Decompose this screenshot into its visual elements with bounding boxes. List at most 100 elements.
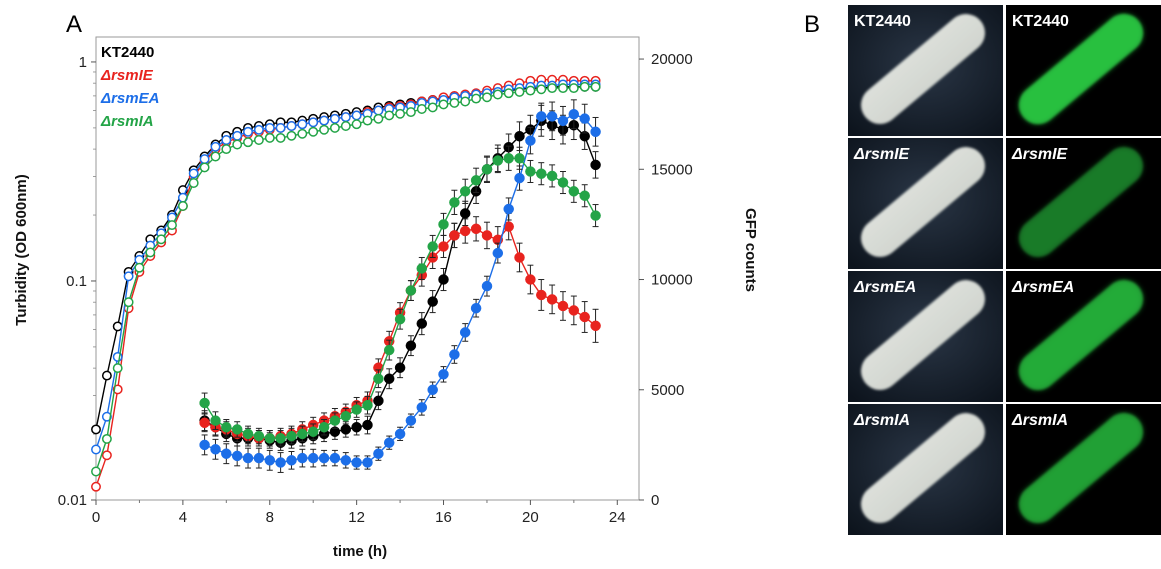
brightfield-tile-delta-rsmia: ΔrsmIA [848, 404, 1003, 535]
turbidity-point [188, 168, 199, 179]
gfp-point [394, 362, 406, 373]
fluorescence-tile-delta-rsmea: ΔrsmEA [1006, 271, 1161, 402]
gfp-point [481, 230, 493, 241]
turbidity-point [123, 297, 134, 308]
gfp-point [438, 219, 449, 230]
y-right-tick-label: 15000 [651, 161, 693, 178]
gfp-point [590, 320, 601, 332]
brightfield-label: KT2440 [854, 13, 911, 30]
gfp-point [329, 415, 341, 426]
legend-entry-rsmia: ΔrsmIA [100, 113, 154, 130]
turbidity-point [156, 234, 167, 245]
x-tick-label: 24 [609, 509, 626, 526]
gfp-series-delta-rsmea [199, 99, 601, 473]
turbidity-point [340, 112, 351, 123]
brightfield-tile-delta-rsmea: ΔrsmEA [848, 271, 1003, 402]
gfp-point [557, 177, 569, 188]
turbidity-point [188, 178, 199, 188]
gfp-point [568, 186, 580, 197]
x-tick-label: 4 [179, 509, 187, 526]
gfp-point [199, 397, 210, 409]
gfp-point [459, 225, 471, 237]
gfp-point [362, 419, 373, 431]
turbidity-point [264, 122, 275, 133]
x-axis: 0 4 8 12 16 20 24 [92, 500, 626, 526]
gfp-point [373, 448, 384, 459]
turbidity-point [329, 122, 340, 133]
turbidity-point [112, 363, 123, 374]
gfp-point [231, 450, 243, 462]
gfp-point [590, 210, 601, 221]
gfp-point [459, 208, 471, 219]
turbidity-point [384, 110, 395, 121]
turbidity-point [112, 384, 123, 395]
turbidity-point [101, 370, 112, 381]
panel-letter-b: B [804, 11, 820, 38]
gfp-point [438, 241, 449, 252]
turbidity-point [438, 99, 449, 110]
gfp-point [481, 280, 493, 292]
gfp-point [590, 126, 601, 138]
gfp-point [286, 455, 297, 466]
legend: KT2440 ΔrsmIE ΔrsmEA ΔrsmIA [100, 44, 159, 130]
y-left-tick-label: 0.1 [66, 273, 87, 290]
turbidity-point [308, 117, 319, 128]
fluorescence-tile-kt2440: KT2440 [1006, 5, 1161, 136]
micrograph-grid: KT2440 KT2440 ΔrsmIE ΔrsmIE ΔrsmEA ΔrsmEA Δrsm… [846, 3, 1161, 539]
turbidity-point [514, 86, 525, 97]
turbidity-point [199, 162, 210, 173]
turbidity-point [351, 110, 362, 121]
gfp-point [536, 168, 547, 179]
gfp-point [383, 373, 395, 384]
legend-entry-rsmie: ΔrsmIE [100, 67, 154, 84]
legend-entry-kt2440: KT2440 [101, 44, 154, 61]
gfp-point [503, 203, 514, 215]
plot-frame [95, 36, 640, 501]
gfp-point [427, 296, 438, 307]
y-right-tick-label: 10000 [651, 272, 693, 289]
turbidity-series-delta-rsmia [91, 81, 601, 477]
turbidity-point [253, 124, 264, 135]
gfp-point [405, 285, 417, 296]
turbidity-point [460, 96, 471, 107]
turbidity-point [351, 119, 362, 130]
y-right-tick-label: 0 [651, 492, 659, 509]
turbidity-point [297, 119, 308, 130]
gfp-point [253, 430, 265, 442]
turbidity-point [568, 83, 579, 94]
x-tick-label: 12 [348, 509, 365, 526]
gfp-point [297, 428, 308, 440]
gfp-point [210, 415, 221, 426]
gfp-point [579, 311, 590, 323]
gfp-point [340, 424, 352, 435]
turbidity-point [101, 411, 112, 422]
turbidity-point [579, 81, 590, 92]
turbidity-point [340, 121, 351, 131]
gfp-point [525, 274, 536, 285]
gfp-point [481, 164, 493, 175]
turbidity-point [395, 108, 406, 119]
turbidity-point [221, 144, 232, 155]
x-tick-label: 0 [92, 509, 100, 526]
turbidity-point [145, 247, 156, 258]
turbidity-point [362, 115, 373, 126]
colony-fluorescence [1019, 413, 1143, 524]
gfp-point [514, 252, 525, 263]
gfp-point [416, 402, 428, 413]
turbidity-point [264, 132, 275, 143]
gfp-point [307, 426, 319, 437]
gfp-point [579, 190, 590, 201]
gfp-point [394, 428, 406, 440]
gfp-point [546, 170, 558, 182]
gfp-point [242, 428, 254, 440]
gfp-line [204, 225, 597, 439]
gfp-point [579, 113, 590, 124]
colony-brightfield [861, 147, 985, 257]
turbidity-point [416, 104, 427, 114]
y-axis-left-title: Turbidity (OD 600nm) [13, 174, 30, 325]
gfp-point [221, 421, 232, 433]
brightfield-tile-kt2440: KT2440 [848, 5, 1003, 136]
turbidity-point [221, 135, 232, 145]
gfp-point [362, 457, 373, 468]
x-axis-title: time (h) [333, 543, 387, 560]
